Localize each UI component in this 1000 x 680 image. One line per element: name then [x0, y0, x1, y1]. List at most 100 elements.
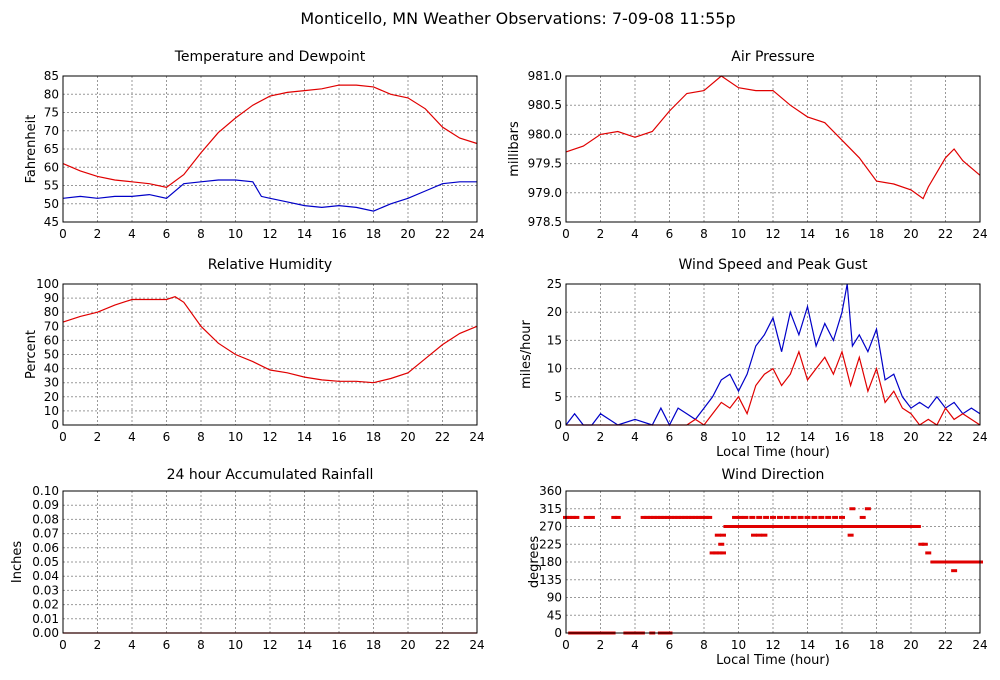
rh-xtick-label: 22 — [435, 430, 450, 444]
wind-title: Wind Speed and Peak Gust — [679, 257, 868, 273]
winddir-point — [966, 560, 973, 564]
wind-ytick-label: 15 — [547, 333, 562, 347]
wind-ytick-label: 0 — [554, 418, 562, 432]
winddir-point — [661, 515, 668, 519]
winddir-ytick-label: 135 — [539, 573, 562, 587]
rain-xtick-label: 14 — [297, 638, 312, 652]
winddir-ytick-label: 90 — [547, 591, 562, 605]
winddir-point — [909, 525, 916, 528]
pressure-xtick-label: 4 — [631, 227, 639, 241]
winddir-point — [770, 515, 776, 519]
winddir-xtick-label: 10 — [731, 638, 746, 652]
rh-xtick-label: 12 — [262, 430, 277, 444]
rh-xtick-label: 6 — [163, 430, 171, 444]
winddir-point — [566, 515, 573, 519]
winddir-point — [925, 551, 932, 555]
winddir-point — [706, 515, 713, 519]
winddir-xtick-label: 16 — [834, 638, 849, 652]
rh-xtick-label: 18 — [366, 430, 381, 444]
winddir-point — [951, 560, 958, 564]
rh-plot-frame — [62, 283, 478, 426]
winddir-point — [702, 515, 709, 519]
temp-xtick-label: 22 — [435, 227, 450, 241]
winddir-point — [825, 525, 832, 528]
winddir-point — [788, 525, 795, 528]
wind-xtick-label: 22 — [938, 430, 953, 444]
rain-xtick-label: 16 — [331, 638, 346, 652]
rain-xtick-label: 2 — [94, 638, 102, 652]
winddir-point — [859, 515, 866, 519]
pressure-ytick-label: 979.5 — [528, 157, 562, 171]
rain-xtick-label: 8 — [197, 638, 205, 652]
temp-ytick-label: 75 — [44, 106, 59, 120]
rain-xtick-label: 0 — [59, 638, 67, 652]
rh-ytick-label: 70 — [44, 319, 59, 333]
pressure-xtick-label: 2 — [597, 227, 605, 241]
winddir-xtick-label: 6 — [666, 638, 674, 652]
winddir-point — [737, 515, 744, 519]
winddir-point — [866, 525, 873, 528]
winddir-point — [740, 525, 747, 528]
winddir-point — [664, 515, 671, 519]
winddir-point — [718, 542, 725, 546]
winddir-point — [614, 515, 621, 519]
winddir-xtick-label: 14 — [800, 638, 815, 652]
wind-xtick-label: 12 — [765, 430, 780, 444]
winddir-point — [820, 525, 827, 528]
rh-xtick-label: 24 — [469, 430, 484, 444]
rh-series-0-line — [62, 296, 478, 384]
rh-xtick-label: 8 — [197, 430, 205, 444]
rain-title: 24 hour Accumulated Rainfall — [167, 467, 374, 483]
winddir-point — [832, 515, 839, 519]
rh-xtick-label: 2 — [94, 430, 102, 444]
winddir-point — [749, 515, 756, 519]
winddir-point — [835, 525, 842, 528]
rh-ytick-label: 50 — [44, 348, 59, 362]
winddir-point — [799, 525, 806, 528]
winddir-point — [892, 525, 899, 528]
winddir-point — [650, 515, 657, 519]
winddir-xtick-label: 22 — [938, 638, 953, 652]
winddir-point — [719, 551, 726, 555]
winddir-point — [756, 515, 763, 519]
temp-ytick-label: 85 — [44, 69, 59, 83]
winddir-point — [742, 515, 749, 519]
rain-ytick-label: 0.02 — [32, 598, 59, 612]
winddir-point — [675, 515, 682, 519]
wind-xtick-label: 24 — [972, 430, 987, 444]
temp-xtick-label: 6 — [163, 227, 171, 241]
temp-ytick-label: 60 — [44, 160, 59, 174]
winddir-point — [797, 515, 804, 519]
wind-xtick-label: 16 — [834, 430, 849, 444]
winddir-point — [783, 515, 790, 519]
pressure-xtick-label: 18 — [869, 227, 884, 241]
winddir-point — [914, 525, 921, 528]
pressure-ytick-label: 981.0 — [528, 69, 562, 83]
winddir-point — [730, 525, 737, 528]
winddir-point — [654, 515, 661, 519]
winddir-point — [657, 515, 664, 519]
wind-plot-frame — [565, 283, 981, 426]
winddir-point — [811, 515, 818, 519]
figure-title: Monticello, MN Weather Observations: 7-0… — [300, 9, 735, 28]
pressure-plot-frame — [565, 75, 981, 223]
winddir-point — [825, 515, 832, 519]
winddir-point — [756, 533, 763, 537]
rh-ytick-label: 40 — [44, 362, 59, 376]
wind-xtick-label: 0 — [562, 430, 570, 444]
winddir-ytick-label: 225 — [539, 537, 562, 551]
winddir-point — [647, 515, 654, 519]
winddir-point — [918, 542, 925, 546]
winddir-point — [861, 525, 868, 528]
temp-xtick-label: 24 — [469, 227, 484, 241]
winddir-point — [783, 525, 790, 528]
winddir-ytick-label: 180 — [539, 555, 562, 569]
winddir-point — [945, 560, 952, 564]
temp-xtick-label: 10 — [228, 227, 243, 241]
rh-title: Relative Humidity — [208, 257, 332, 273]
